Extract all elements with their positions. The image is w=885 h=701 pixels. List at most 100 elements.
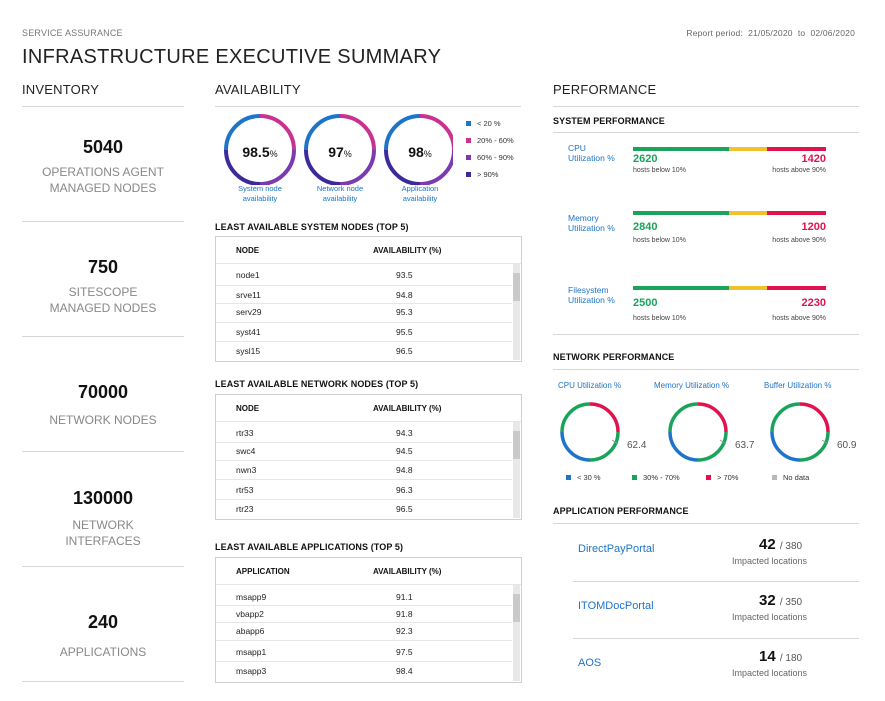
donut-value: 98%: [408, 144, 432, 160]
table-cell-value: 94.5: [396, 446, 413, 456]
inventory-label: NETWORK INTERFACES: [65, 518, 141, 548]
application-performance-title: APPLICATION PERFORMANCE: [553, 506, 689, 516]
perf-high-value: 1420: [801, 153, 826, 165]
application-impacted-value: 42 / 380: [759, 536, 803, 553]
legend-swatch: [466, 172, 471, 177]
perf-low-caption: hosts below 10%: [633, 237, 686, 244]
report-to: 02/06/2020: [810, 28, 855, 38]
table-divider: [216, 421, 521, 422]
table-divider: [216, 442, 512, 443]
table-cell-value: 95.3: [396, 307, 413, 317]
table-cell-value: 94.3: [396, 428, 413, 438]
network-gauges: [560, 402, 830, 462]
network-legend-item: > 70%: [706, 473, 738, 482]
perf-low-value: 2840: [633, 221, 658, 233]
inventory-divider: [22, 336, 184, 337]
table-cell-value: 97.5: [396, 647, 413, 657]
gauge-memory: [668, 402, 728, 462]
system-perf-label: Filesystem Utilization %: [568, 285, 615, 305]
table-scrollbar[interactable]: [513, 585, 520, 681]
inventory-value: 130000: [72, 488, 134, 508]
network-gauge-title: CPU Utilization %: [558, 381, 622, 390]
report-to-word: to: [797, 28, 806, 38]
table-cell-value: 95.5: [396, 327, 413, 337]
table-scrollbar-thumb[interactable]: [513, 273, 520, 301]
perf-bar-high: [767, 147, 826, 151]
table-cell-name: nwn3: [236, 465, 257, 475]
table-header-availability: AVAILABILITY (%): [373, 404, 442, 413]
perf-bar-mid: [729, 286, 767, 290]
availability-title: AVAILABILITY: [215, 82, 301, 97]
application-link[interactable]: DirectPayPortal: [578, 543, 655, 555]
table-cell-name: swc4: [236, 446, 256, 456]
inventory-value: 70000: [77, 382, 129, 402]
availability-legend-item: < 20 %: [466, 119, 501, 128]
availability-divider: [215, 106, 521, 107]
perf-high-caption: hosts above 90%: [772, 237, 826, 244]
legend-swatch: [566, 475, 571, 480]
table-cell-value: 96.3: [396, 485, 413, 495]
application-impacted-caption: Impacted locations: [732, 668, 808, 678]
application-link[interactable]: AOS: [578, 657, 602, 669]
inventory-value: 240: [87, 612, 119, 632]
inventory-label: OPERATIONS AGENT MANAGED NODES: [42, 165, 164, 195]
inventory-divider: [22, 221, 184, 222]
inventory-divider: [22, 451, 184, 452]
perf-bar-mid: [729, 211, 767, 215]
network-gauge-value: 62.4: [627, 440, 647, 451]
report-from: 21/05/2020: [748, 28, 793, 38]
page-title: INFRASTRUCTURE EXECUTIVE SUMMARY: [22, 46, 442, 68]
table-cell-value: 96.5: [396, 504, 413, 514]
inventory-divider: [22, 106, 184, 107]
network-nodes-table: NODE AVAILABILITY (%) rtr33 94.3 swc4 94…: [215, 394, 522, 520]
table-divider: [216, 460, 512, 461]
table-scrollbar-thumb[interactable]: [513, 594, 520, 622]
system-performance-divider: [553, 132, 859, 133]
donut-application: [384, 114, 453, 185]
availability-legend-item: 60% - 90%: [466, 153, 514, 162]
application-link[interactable]: ITOMDocPortal: [578, 600, 654, 612]
system-perf-label: CPU Utilization %: [568, 143, 615, 163]
network-legend-item: No data: [772, 473, 809, 482]
inventory-value: 5040: [82, 137, 124, 157]
application-row-divider: [573, 581, 859, 582]
table-cell-name: node1: [236, 270, 260, 280]
table-cell-name: sysl15: [236, 346, 261, 356]
table-header-application: APPLICATION: [236, 567, 290, 576]
legend-swatch: [466, 121, 471, 126]
inventory-title: INVENTORY: [22, 82, 100, 97]
table-cell-name: rtr33: [236, 428, 254, 438]
donut-value: 97%: [328, 144, 352, 160]
application-row-divider: [573, 638, 859, 639]
table-cell-name: syst41: [236, 327, 261, 337]
network-gauge-title: Buffer Utilization %: [764, 381, 832, 390]
table-divider: [216, 584, 521, 585]
inventory-divider: [22, 566, 184, 567]
donut-system-node: [224, 114, 296, 185]
table-scrollbar-thumb[interactable]: [513, 431, 520, 459]
legend-swatch: [706, 475, 711, 480]
network-performance-title: NETWORK PERFORMANCE: [553, 352, 675, 362]
perf-high-caption: hosts above 90%: [772, 167, 826, 174]
donut-caption: Application availability: [401, 184, 439, 203]
table-divider: [216, 285, 512, 286]
table-scrollbar[interactable]: [513, 264, 520, 360]
gauge-buffer: [770, 402, 830, 462]
table-cell-name: vbapp2: [236, 609, 264, 619]
donut-network-node: [304, 114, 376, 185]
performance-title: PERFORMANCE: [553, 82, 657, 97]
table-cell-value: 92.3: [396, 626, 413, 636]
legend-swatch: [466, 155, 471, 160]
application-impacted-value: 14 / 180: [759, 648, 803, 665]
availability-legend-item: 20% - 60%: [466, 136, 514, 145]
donut-caption: Network node availability: [316, 184, 364, 203]
inventory-divider: [22, 681, 184, 682]
table-divider: [216, 622, 512, 623]
perf-bar-high: [767, 286, 826, 290]
table-cell-value: 98.4: [396, 666, 413, 676]
applications-table-title: LEAST AVAILABLE APPLICATIONS (TOP 5): [215, 542, 404, 552]
system-nodes-table: NODE AVAILABILITY (%) node1 93.5 srve11 …: [215, 236, 522, 362]
table-scrollbar[interactable]: [513, 422, 520, 518]
availability-donuts: [224, 114, 453, 185]
table-header-node: NODE: [236, 404, 260, 413]
